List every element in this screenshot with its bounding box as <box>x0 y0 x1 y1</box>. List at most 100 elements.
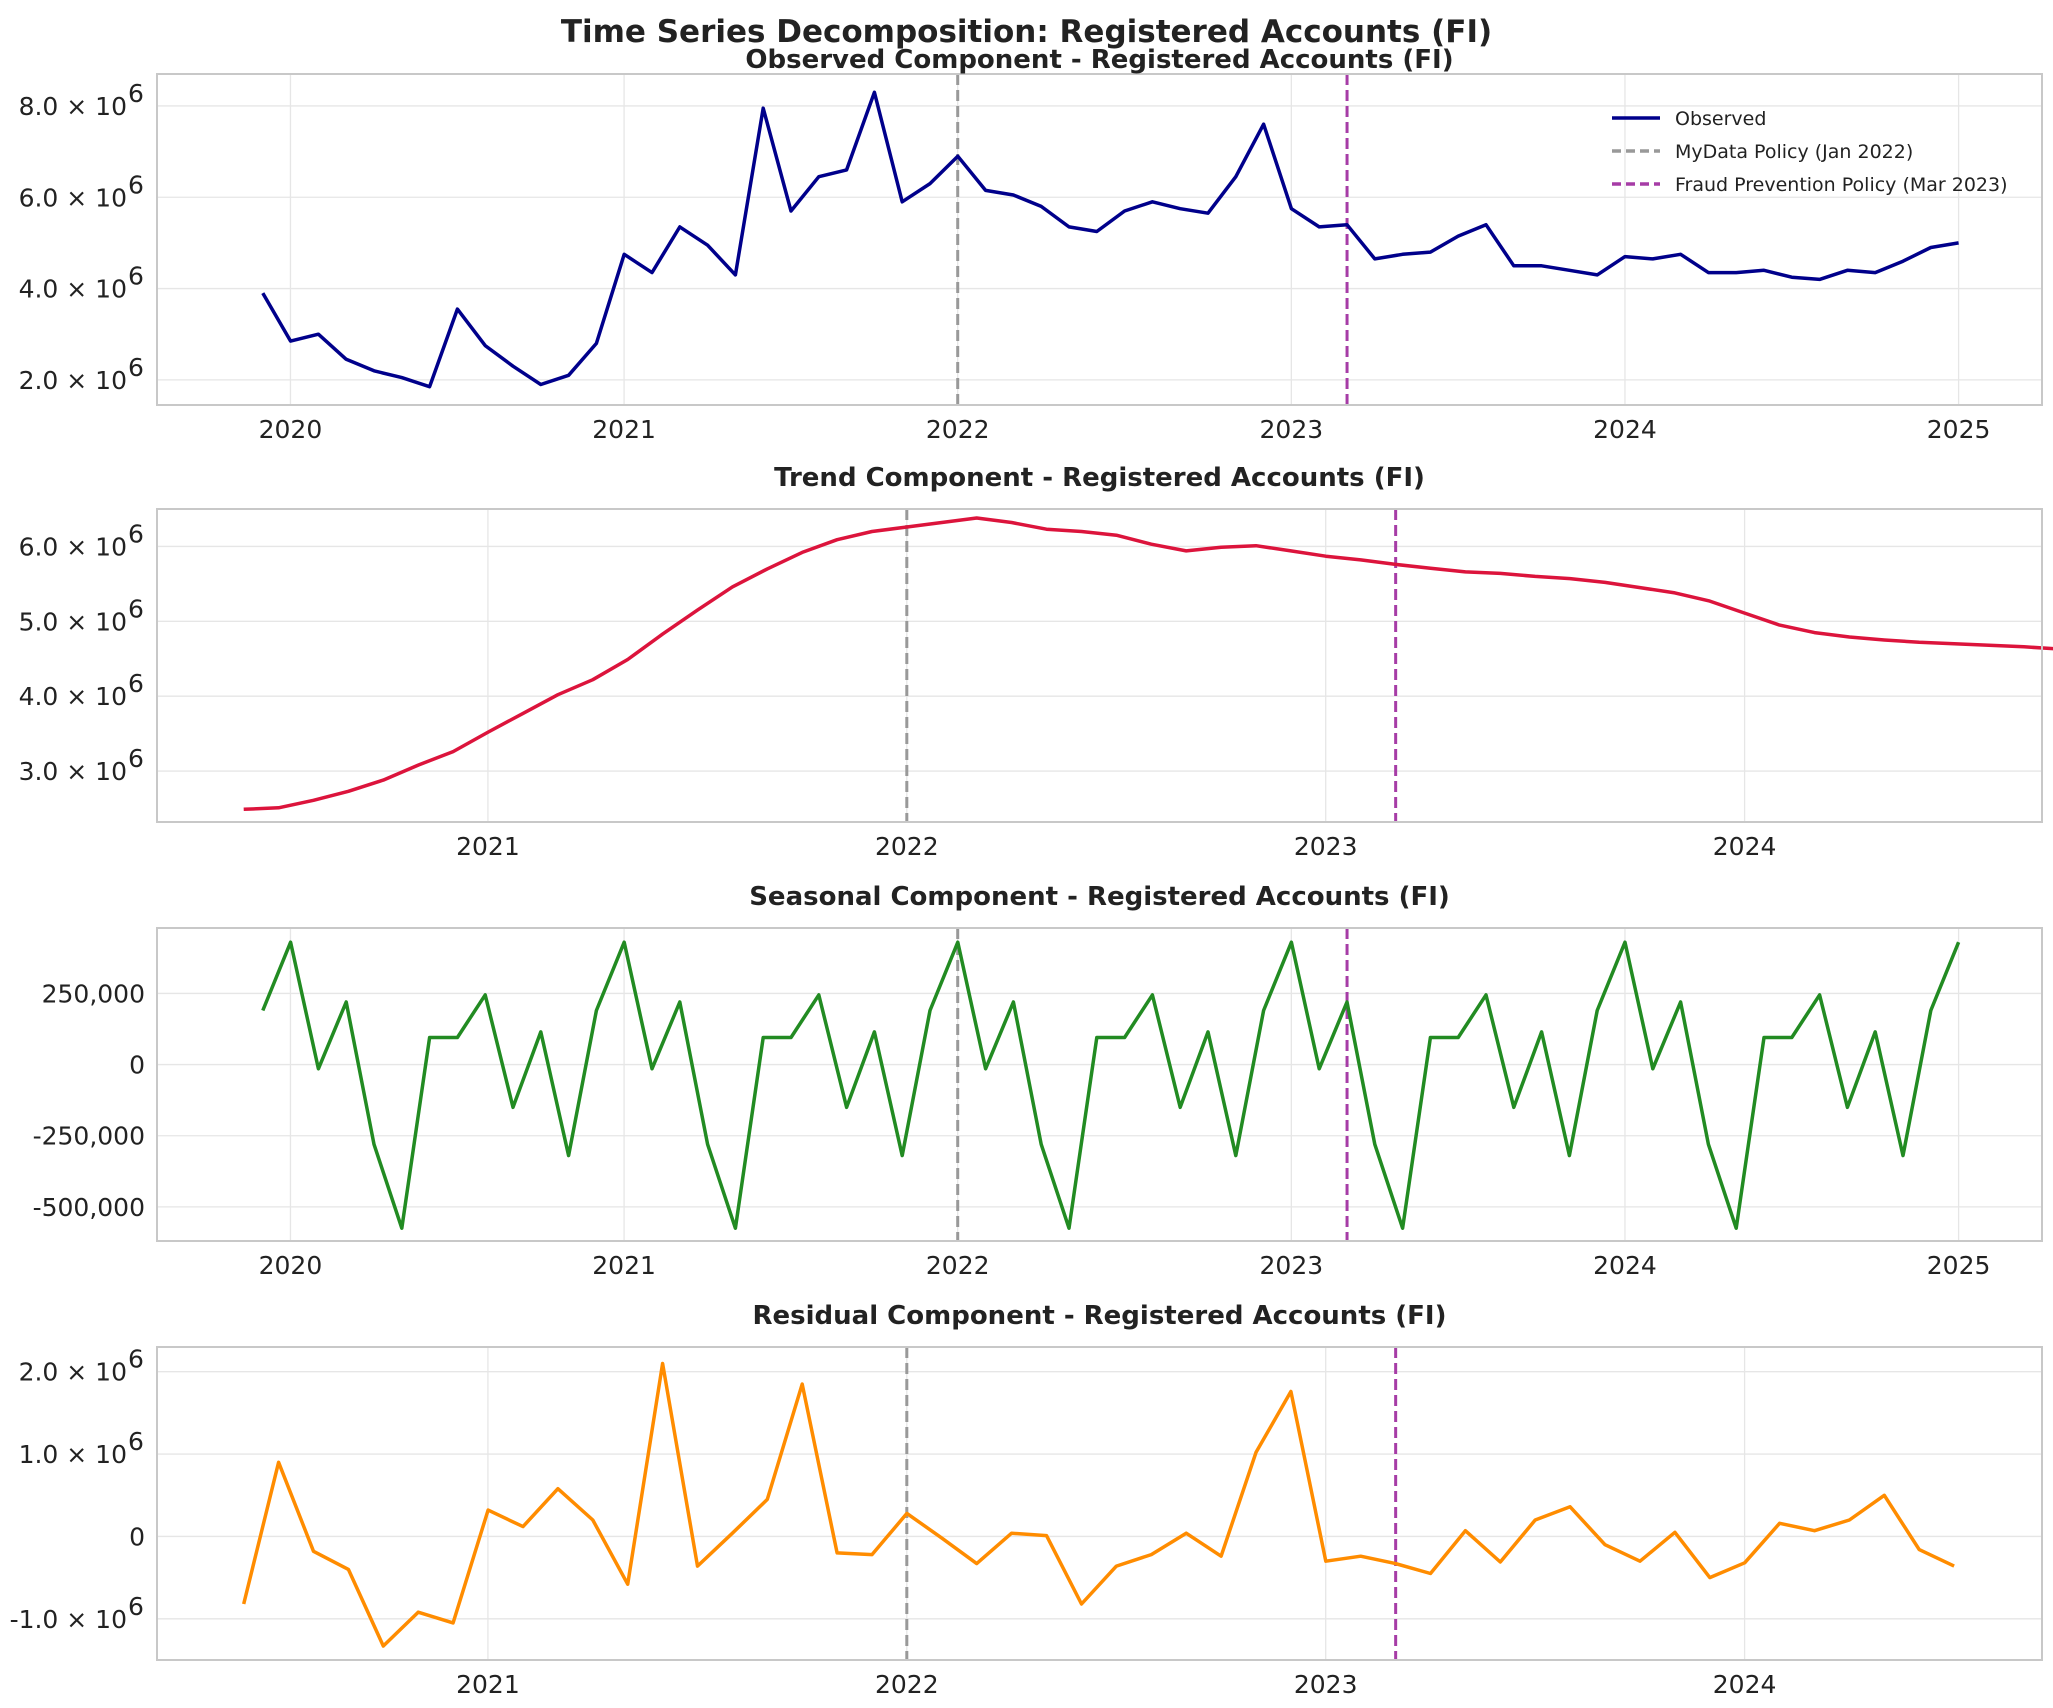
residual-point-42 <box>1708 1576 1712 1580</box>
observed-x-tick-2020: 2020 <box>259 415 323 444</box>
seasonal-point-9 <box>511 1105 515 1109</box>
residual-point-40 <box>1638 1559 1642 1563</box>
residual-y-tick-0: 2.0 × 10 <box>19 1358 127 1387</box>
residual-y-tick-3: -1.0 × 10 <box>10 1605 127 1634</box>
trend-point-3 <box>346 789 350 793</box>
trend-point-4 <box>381 778 385 782</box>
residual-y-tick-1: 1.0 × 10 <box>19 1440 127 1469</box>
trend-y-tick-exponent-2: 6 <box>128 594 144 623</box>
observed-point-27 <box>1011 193 1015 197</box>
seasonal-panel: Seasonal Component - Registered Accounts… <box>33 882 2043 1280</box>
residual-point-4 <box>381 1644 385 1648</box>
seasonal-point-34 <box>1206 1030 1210 1034</box>
seasonal-point-35 <box>1234 1154 1238 1158</box>
trend-point-28 <box>1219 545 1223 549</box>
observed-point-16 <box>706 243 710 247</box>
seasonal-x-tick-2025: 2025 <box>1927 1251 1991 1280</box>
trend-point-36 <box>1498 571 1502 575</box>
observed-point-32 <box>1150 200 1154 204</box>
observed-x-tick-2023: 2023 <box>1260 415 1324 444</box>
trend-panel: Trend Component - Registered Accounts (F… <box>19 463 2053 861</box>
seasonal-point-32 <box>1150 993 1154 997</box>
observed-point-20 <box>817 175 821 179</box>
residual-point-34 <box>1429 1572 1433 1576</box>
observed-point-56 <box>1818 277 1822 281</box>
observed-point-48 <box>1595 273 1599 277</box>
legend-fraud-label: Fraud Prevention Policy (Mar 2023) <box>1675 174 2008 196</box>
trend-point-5 <box>416 763 420 767</box>
seasonal-point-44 <box>1484 993 1488 997</box>
observed-point-8 <box>483 344 487 348</box>
seasonal-point-2 <box>316 1067 320 1071</box>
observed-point-10 <box>539 383 543 387</box>
residual-x-tick-2021: 2021 <box>456 1670 520 1699</box>
seasonal-point-47 <box>1567 1154 1571 1158</box>
observed-point-6 <box>428 385 432 389</box>
seasonal-x-tick-2020: 2020 <box>259 1251 323 1280</box>
legend-mydata-label: MyData Policy (Jan 2022) <box>1675 141 1913 163</box>
seasonal-point-40 <box>1373 1142 1377 1146</box>
seasonal-point-10 <box>539 1030 543 1034</box>
residual-point-32 <box>1359 1554 1363 1558</box>
observed-x-tick-2025: 2025 <box>1927 415 1991 444</box>
observed-point-0 <box>261 291 265 295</box>
seasonal-point-27 <box>1011 1000 1015 1004</box>
trend-point-19 <box>905 525 909 529</box>
trend-point-48 <box>1917 640 1921 644</box>
trend-point-23 <box>1045 527 1049 531</box>
trend-y-tick-1: 4.0 × 10 <box>19 682 127 711</box>
seasonal-point-57 <box>1845 1105 1849 1109</box>
residual-point-48 <box>1917 1548 1921 1552</box>
trend-point-39 <box>1603 580 1607 584</box>
seasonal-point-58 <box>1873 1030 1877 1034</box>
seasonal-x-tick-2022: 2022 <box>926 1251 990 1280</box>
observed-point-34 <box>1206 211 1210 215</box>
observed-point-40 <box>1373 257 1377 261</box>
legend: Observed MyData Policy (Jan 2022) Fraud Pr… <box>1612 108 2008 196</box>
residual-point-8 <box>521 1525 525 1529</box>
seasonal-y-tick-1: 0 <box>129 1051 145 1080</box>
observed-point-36 <box>1262 122 1266 126</box>
observed-y-tick-exponent-2: 6 <box>128 170 144 199</box>
trend-point-16 <box>800 550 804 554</box>
trend-series-line <box>243 516 2053 812</box>
residual-point-7 <box>486 1508 490 1512</box>
trend-point-20 <box>940 521 944 525</box>
observed-point-28 <box>1039 204 1043 208</box>
residual-point-27 <box>1184 1531 1188 1535</box>
trend-point-15 <box>765 567 769 571</box>
residual-point-26 <box>1149 1553 1153 1557</box>
residual-point-46 <box>1847 1518 1851 1522</box>
trend-x-tick-2024: 2024 <box>1713 832 1777 861</box>
seasonal-point-60 <box>1929 1009 1933 1013</box>
seasonal-point-1 <box>289 940 293 944</box>
trend-point-6 <box>451 750 455 754</box>
residual-point-38 <box>1568 1505 1572 1509</box>
residual-point-13 <box>696 1564 700 1568</box>
observed-point-43 <box>1456 234 1460 238</box>
trend-point-14 <box>730 585 734 589</box>
observed-point-24 <box>928 182 932 186</box>
seasonal-point-0 <box>261 1009 265 1013</box>
seasonal-point-49 <box>1623 940 1627 944</box>
residual-point-25 <box>1114 1564 1118 1568</box>
trend-point-49 <box>1952 642 1956 646</box>
observed-point-47 <box>1567 268 1571 272</box>
observed-point-54 <box>1762 268 1766 272</box>
seasonal-point-50 <box>1651 1067 1655 1071</box>
observed-point-50 <box>1651 257 1655 261</box>
seasonal-point-36 <box>1262 1009 1266 1013</box>
residual-panel-title: Residual Component - Registered Accounts… <box>753 1301 1447 1331</box>
trend-point-21 <box>975 516 979 520</box>
trend-point-11 <box>626 658 630 662</box>
seasonal-x-tick-2021: 2021 <box>592 1251 656 1280</box>
residual-point-9 <box>556 1487 560 1491</box>
seasonal-panel-title: Seasonal Component - Registered Accounts… <box>749 882 1450 912</box>
seasonal-point-38 <box>1317 1067 1321 1071</box>
trend-point-29 <box>1254 544 1258 548</box>
seasonal-point-53 <box>1734 1226 1738 1230</box>
observed-point-41 <box>1401 252 1405 256</box>
trend-point-13 <box>696 608 700 612</box>
trend-point-12 <box>661 632 665 636</box>
seasonal-point-61 <box>1957 940 1961 944</box>
